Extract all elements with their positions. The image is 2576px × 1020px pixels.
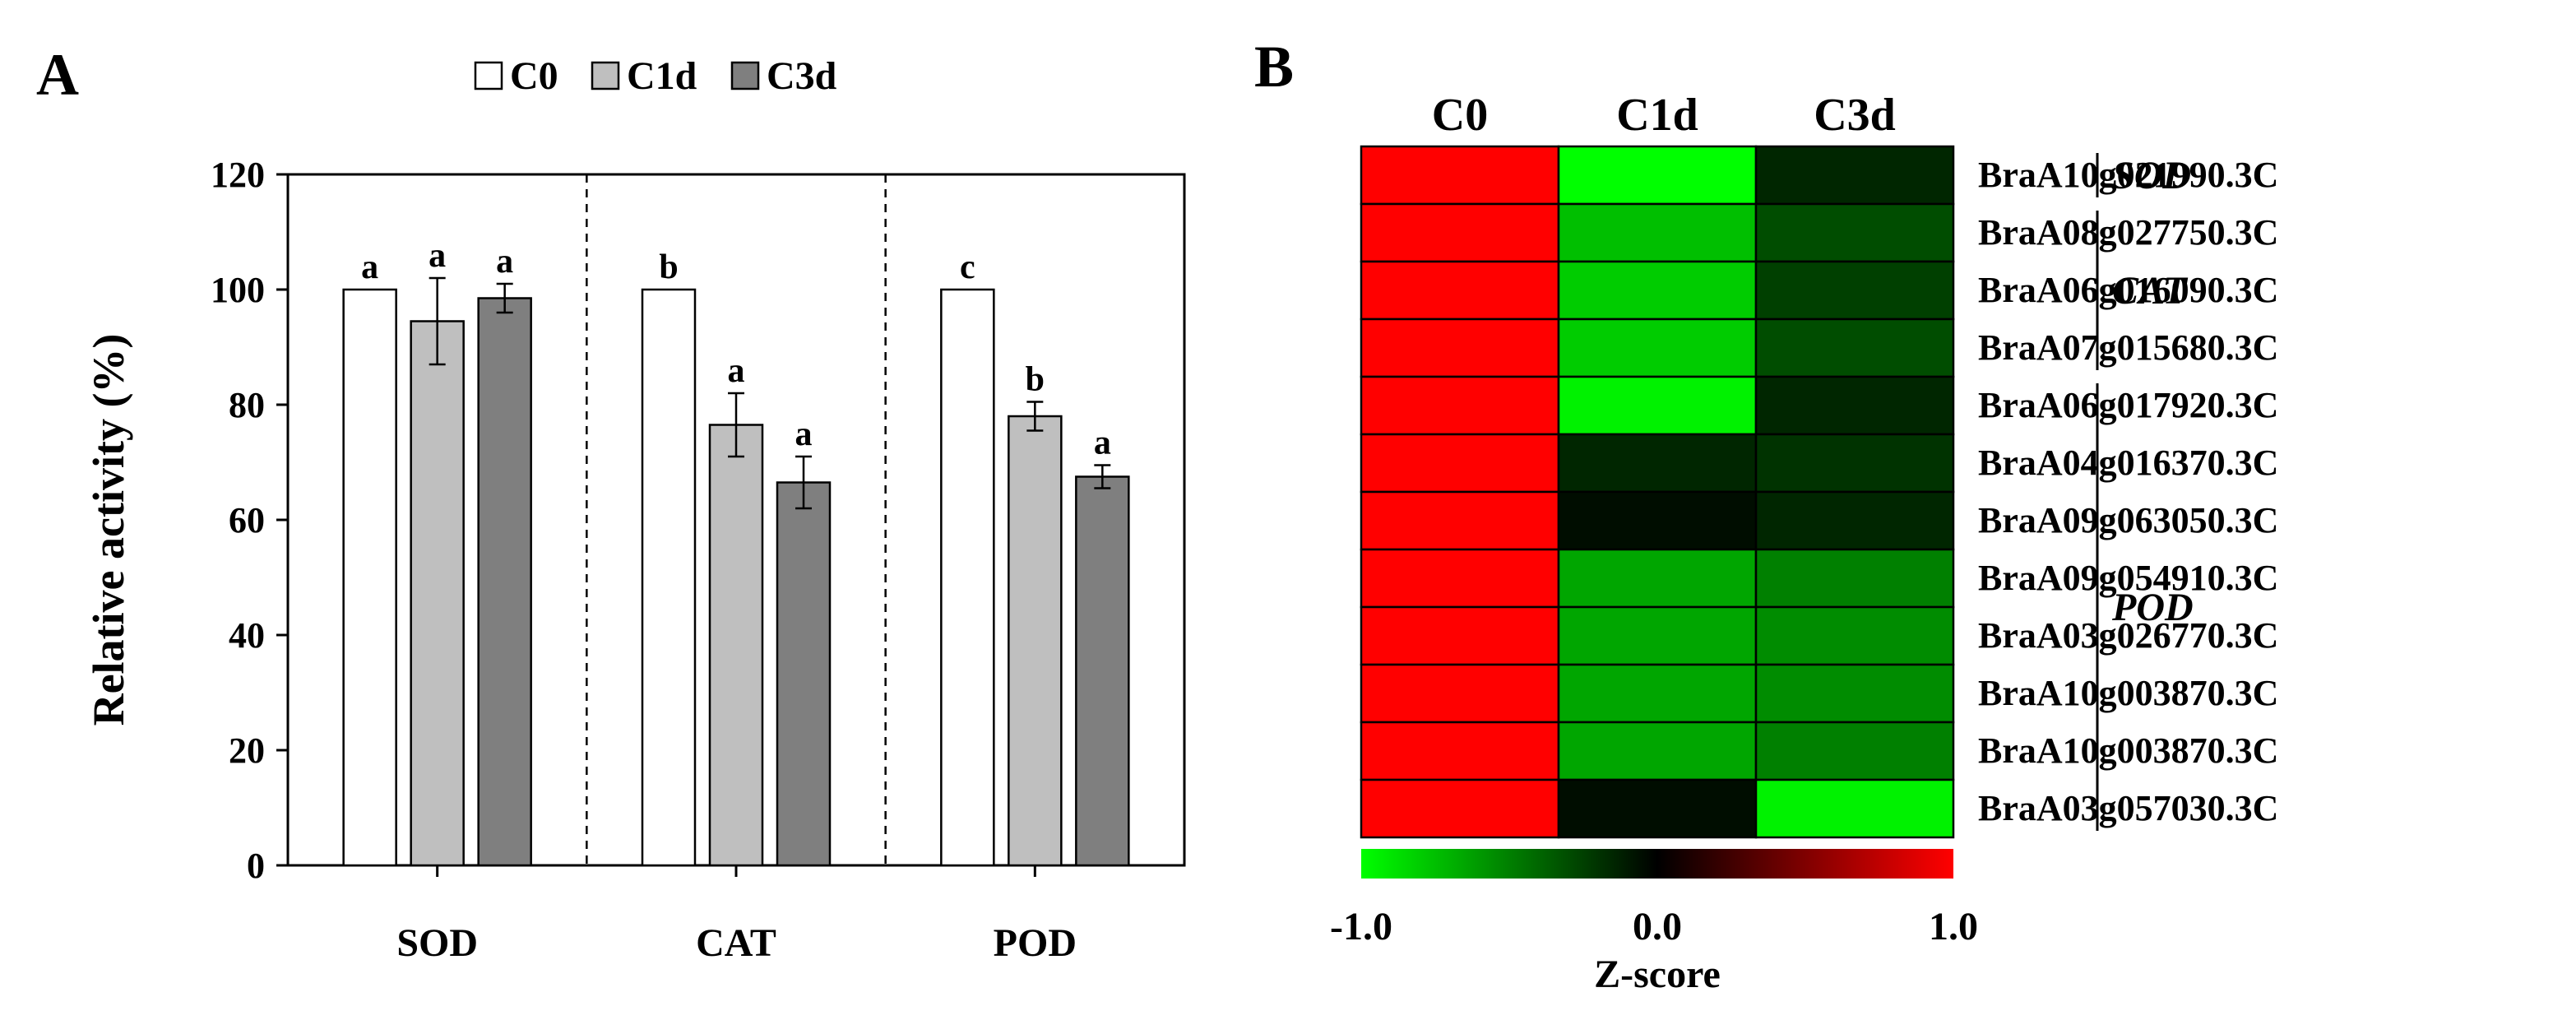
heatmap-row-label: BraA07g015680.3C [1978, 327, 2278, 368]
heatmap-cell [1754, 490, 1955, 551]
heatmap-row-label: BraA04g016370.3C [1978, 443, 2278, 483]
heatmap-cell [1754, 145, 1955, 206]
legend-swatch-C0 [474, 61, 503, 90]
colorbar-tick-label: 0.0 [1633, 905, 1682, 948]
panel-label-b: B [1254, 34, 1295, 100]
significance-letter: a [496, 243, 513, 280]
heatmap-cell [1360, 260, 1560, 321]
heatmap-cell [1360, 145, 1560, 206]
heatmap-cell [1754, 663, 1955, 724]
y-tick-label: 120 [211, 155, 265, 195]
significance-letter: b [1026, 361, 1045, 399]
heatmap-row-label: BraA03g026770.3C [1978, 615, 2278, 656]
heatmap-row-label: BraA09g054910.3C [1978, 558, 2278, 598]
colorbar [1361, 849, 1953, 879]
heatmap-cell [1754, 548, 1955, 609]
colorbar-label: Z-score [1594, 953, 1721, 996]
heatmap-column-label: C3d [1814, 90, 1896, 141]
panel-label-a: A [36, 42, 79, 108]
y-tick-label: 20 [229, 730, 265, 771]
heatmap-row-label: BraA09g063050.3C [1978, 500, 2278, 540]
significance-letter: a [361, 248, 378, 286]
y-axis-label: Relative activity (%) [84, 334, 133, 726]
heatmap-cell [1754, 260, 1955, 321]
legend-label-C1d: C1d [627, 54, 697, 98]
heatmap-row-label: BraA03g057030.3C [1978, 788, 2278, 828]
bar-C1d-CAT [708, 424, 764, 867]
heatmap-row-label: BraA06g016090.3C [1978, 270, 2278, 310]
heatmap-cell [1360, 490, 1560, 551]
heatmap-cell [1557, 318, 1758, 378]
bar-C1d-POD [1008, 415, 1063, 867]
heatmap-cell [1557, 663, 1758, 724]
heatmap-cell [1557, 490, 1758, 551]
y-tick-label: 100 [211, 270, 265, 310]
significance-letter: a [1094, 424, 1111, 462]
bar-C3d-CAT [776, 481, 832, 867]
heatmap-cell [1360, 433, 1560, 494]
legend-label-C0: C0 [510, 54, 558, 98]
y-tick-label: 40 [229, 615, 265, 656]
heatmap-cell [1360, 318, 1560, 378]
heatmap-cell [1754, 721, 1955, 781]
heatmap-cell [1360, 778, 1560, 839]
heatmap-cell [1754, 375, 1955, 436]
y-tick-label: 80 [229, 385, 265, 425]
heatmap-column-label: C0 [1432, 90, 1488, 141]
group-label-CAT: CAT [2112, 269, 2188, 313]
heatmap-cell [1360, 375, 1560, 436]
heatmap-cell [1557, 548, 1758, 609]
heatmap-row-label: BraA06g017920.3C [1978, 385, 2278, 425]
heatmap-cell [1360, 721, 1560, 781]
heatmap-cell [1557, 721, 1758, 781]
heatmap-cell [1754, 778, 1955, 839]
legend-swatch-C1d [591, 61, 620, 90]
heatmap-cell [1557, 778, 1758, 839]
heatmap-cell [1557, 202, 1758, 263]
bar-C0-CAT [641, 288, 697, 867]
bar-C0-SOD [342, 288, 397, 867]
group-label-SOD: SOD [2112, 154, 2191, 197]
bar-C1d-SOD [410, 320, 465, 867]
heatmap-cell [1557, 605, 1758, 666]
heatmap-row-label: BraA10g003870.3C [1978, 730, 2278, 771]
heatmap-row-label: BraA08g027750.3C [1978, 212, 2278, 253]
significance-letter: a [795, 415, 813, 453]
heatmap-cell [1754, 433, 1955, 494]
heatmap-row-label: BraA10g003870.3C [1978, 673, 2278, 713]
heatmap-cell [1754, 318, 1955, 378]
heatmap-cell [1557, 260, 1758, 321]
heatmap-cell [1754, 605, 1955, 666]
colorbar-tick-label: -1.0 [1330, 905, 1392, 948]
heatmap-cell [1754, 202, 1955, 263]
significance-letter: a [429, 237, 446, 275]
heatmap-cell [1557, 375, 1758, 436]
heatmap-cell [1360, 202, 1560, 263]
significance-letter: b [659, 248, 678, 286]
legend-swatch-C3d [730, 61, 760, 90]
colorbar-tick-label: 1.0 [1929, 905, 1978, 948]
group-label-POD: POD [2111, 586, 2194, 629]
bar-C0-POD [940, 288, 995, 867]
significance-letter: a [728, 352, 745, 390]
heatmap-row-label: BraA10g021990.3C [1978, 155, 2278, 195]
x-tick-label: SOD [396, 921, 478, 965]
legend-label-C3d: C3d [767, 54, 837, 98]
y-tick-label: 60 [229, 500, 265, 540]
heatmap-cell [1557, 433, 1758, 494]
bar-C3d-SOD [477, 297, 532, 867]
heatmap-cell [1360, 663, 1560, 724]
bar-C3d-POD [1075, 475, 1130, 867]
x-tick-label: POD [994, 921, 1077, 965]
heatmap-column-label: C1d [1616, 90, 1698, 141]
y-tick-label: 0 [247, 846, 265, 886]
heatmap-cell [1360, 548, 1560, 609]
x-tick-label: CAT [696, 921, 776, 965]
heatmap-cell [1360, 605, 1560, 666]
heatmap-cell [1557, 145, 1758, 206]
significance-letter: c [960, 248, 975, 286]
